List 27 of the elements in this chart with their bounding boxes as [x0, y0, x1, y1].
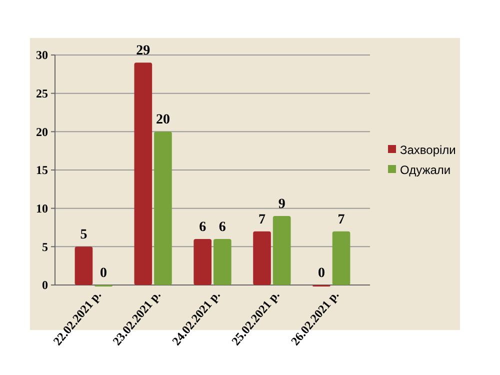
- data-label: 6: [199, 220, 206, 235]
- data-label: 29: [136, 44, 150, 59]
- data-label: 6: [218, 220, 226, 235]
- bar: [74, 246, 93, 285]
- bar: [332, 231, 350, 285]
- y-tick-label: 0: [42, 278, 48, 292]
- bar: [253, 231, 271, 285]
- data-label: 0: [100, 266, 108, 281]
- data-label: 9: [278, 197, 286, 212]
- data-label: 7: [258, 212, 266, 228]
- legend-label: Захворіли: [400, 143, 456, 158]
- bar: [154, 132, 172, 285]
- y-tick-label: 25: [36, 86, 48, 101]
- data-label: 7: [338, 212, 345, 228]
- bar: [213, 239, 232, 285]
- bar: [272, 216, 291, 285]
- bar: [134, 62, 152, 285]
- legend-label: Одужали: [400, 163, 451, 178]
- data-label: 0: [318, 266, 325, 281]
- y-tick-label: 5: [42, 240, 48, 254]
- data-label: 20: [156, 112, 170, 128]
- y-tick-label: 15: [36, 163, 48, 178]
- data-label: 5: [80, 228, 88, 243]
- y-tick-label: 10: [36, 202, 48, 216]
- y-tick-label: 20: [36, 124, 48, 139]
- y-tick-label: 30: [36, 48, 48, 62]
- bar: [194, 239, 212, 285]
